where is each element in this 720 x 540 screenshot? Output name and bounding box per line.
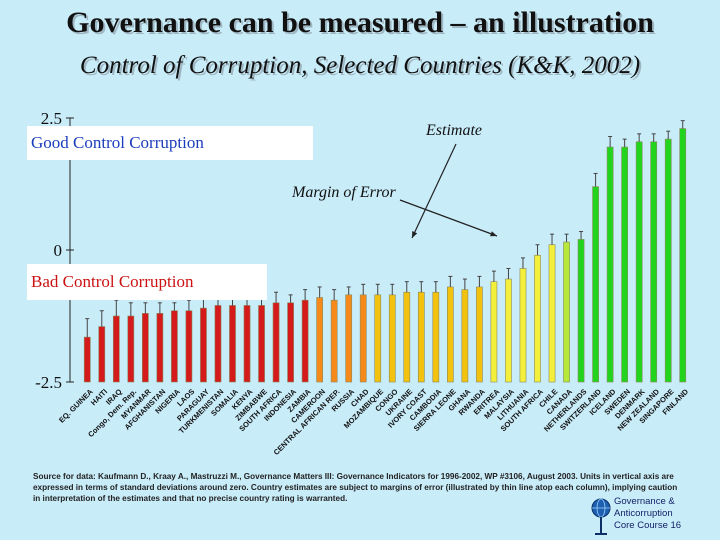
bar (563, 241, 570, 383)
bar (476, 286, 483, 383)
bar (650, 141, 658, 383)
y-tick-label: -2.5 (35, 373, 62, 392)
course-footer: Governance & Anticorruption Core Course … (614, 496, 714, 532)
annotation-arrowhead (490, 231, 497, 237)
bar (519, 268, 527, 383)
bar (577, 239, 585, 383)
footer-line-1: Governance & (614, 496, 675, 507)
bar (534, 254, 541, 383)
bar (664, 138, 672, 383)
slide-title: Governance can be measured – an illustra… (66, 6, 654, 39)
estimate-annotation: Estimate (426, 122, 482, 139)
annotation-arrowhead (412, 231, 418, 238)
bar (83, 336, 91, 383)
bar (287, 302, 294, 383)
bar (461, 289, 469, 383)
footer-line-2: Anticorruption (614, 508, 673, 519)
bar (447, 286, 454, 383)
bar (679, 128, 687, 383)
bar (142, 313, 149, 383)
bar (388, 294, 396, 383)
bar (548, 244, 556, 383)
bar (635, 141, 643, 383)
good-control-label: Good Control Corruption (27, 126, 313, 160)
bar (214, 305, 222, 383)
annotation-arrow (411, 143, 457, 239)
bar (156, 313, 164, 383)
bar (345, 294, 353, 383)
bar (171, 310, 178, 383)
bar (316, 297, 323, 383)
bar (258, 305, 265, 383)
bar (374, 294, 382, 383)
bar (330, 299, 338, 383)
y-tick-label: 2.5 (41, 109, 62, 128)
bar (229, 305, 236, 383)
bar (403, 291, 411, 383)
category-label: EQ. GUINEA (57, 387, 95, 425)
y-tick-label: 0 (54, 241, 63, 260)
bar (359, 294, 367, 383)
bar (505, 278, 512, 383)
bar (432, 291, 440, 383)
bar (200, 307, 207, 383)
annotation-arrow (399, 199, 498, 237)
bar (185, 310, 193, 383)
bar (621, 146, 628, 383)
bad-control-label: Bad Control Corruption (27, 264, 267, 300)
bar (272, 302, 280, 383)
globe-logo-icon (591, 498, 611, 535)
bar (592, 186, 599, 383)
bar (98, 326, 106, 383)
bar (417, 291, 425, 383)
source-note: Source for data: Kaufmann D., Kraay A., … (33, 472, 678, 503)
bar (606, 146, 614, 383)
bar (243, 305, 251, 383)
bar (490, 281, 498, 383)
bar (301, 299, 309, 383)
bar (112, 315, 120, 383)
slide-subtitle: Control of Corruption, Selected Countrie… (79, 52, 641, 79)
bar (127, 315, 135, 383)
footer-line-3: Core Course 16 (614, 520, 682, 531)
margin-of-error-annotation: Margin of Error (292, 184, 396, 201)
